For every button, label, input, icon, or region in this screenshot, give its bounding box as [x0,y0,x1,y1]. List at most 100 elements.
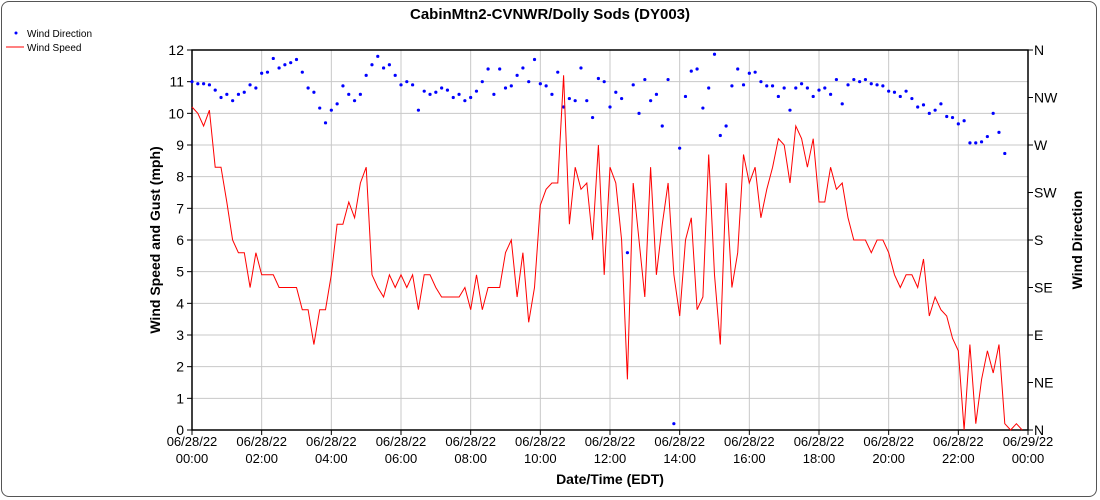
y2-tick-label: NE [1034,375,1053,391]
wind-direction-point [265,70,270,74]
wind-direction-point [451,95,455,100]
y2-tick-label: SW [1034,185,1057,201]
wind-direction-point [283,63,287,67]
wind-direction-point [759,80,763,84]
wind-direction-point [202,82,206,86]
y-axis-label: Wind Speed and Gust (mph) [147,146,163,333]
x-tick-label-time: 04:00 [315,451,348,466]
wind-direction-point [457,92,461,96]
wind-direction-point [329,108,333,112]
wind-direction-point [921,103,926,107]
x-tick-label-time: 12:00 [594,451,627,466]
y2-tick-label: N [1034,42,1044,58]
wind-direction-point [474,89,479,93]
wind-direction-point [753,70,757,74]
x-tick-label-date: 06/28/22 [724,434,775,449]
wind-direction-point [805,86,809,90]
wind-direction-point [631,83,635,87]
wind-direction-point [689,69,693,73]
wind-direction-point [260,71,264,75]
wind-direction-point [300,70,304,74]
x-axis-label: Date/Time (EDT) [556,471,664,487]
wind-direction-point [747,71,751,75]
wind-direction-point [416,108,421,112]
wind-direction-point [294,57,299,62]
wind-direction-point [799,82,804,86]
wind-direction-point [811,94,815,99]
wind-direction-point [527,80,531,84]
wind-direction-point [887,89,891,93]
y-tick-label: 6 [176,232,184,248]
wind-direction-point [521,66,525,70]
x-tick-label-date: 06/28/22 [794,434,845,449]
x-tick-label-date: 06/28/22 [933,434,984,449]
wind-direction-point [683,94,688,99]
wind-direction-point [341,84,345,88]
wind-direction-point [782,86,786,90]
wind-direction-point [579,66,583,70]
wind-direction-point [445,88,450,92]
wind-direction-point [573,99,577,103]
y-tick-label: 8 [176,169,184,185]
wind-direction-point [602,80,606,84]
wind-direction-point [422,89,426,93]
legend-speed-label: Wind Speed [27,43,81,54]
y2-axis-label: Wind Direction [1069,191,1085,290]
wind-direction-point [567,96,571,101]
wind-direction-point [405,80,409,84]
wind-direction-point [544,84,548,88]
wind-direction-point [701,106,705,110]
wind-direction-point [974,141,978,145]
wind-direction-point [190,80,194,84]
wind-direction-point [248,83,252,87]
wind-direction-point [950,115,955,120]
wind-direction-point [649,99,653,103]
y-tick-label: 5 [176,264,184,280]
wind-direction-point [376,54,380,58]
y2-tick-label: W [1034,137,1048,153]
wind-direction-point [352,99,357,103]
wind-direction-point [585,99,589,103]
wind-direction-point [718,133,722,138]
wind-direction-point [869,82,873,86]
x-tick-label-date: 06/28/22 [376,434,427,449]
wind-direction-point [207,83,212,87]
wind-direction-point [968,141,972,145]
wind-direction-point [979,140,984,144]
wind-direction-point [335,102,339,106]
wind-direction-point [469,95,473,100]
wind-direction-point [393,73,397,77]
wind-direction-point [985,134,989,139]
axes: 0123456789101112NNEESESSWWNWN06/28/2200:… [167,42,1058,466]
x-tick-label-time: 02:00 [245,451,278,466]
x-tick-label-date: 06/28/22 [654,434,705,449]
wind-direction-point [788,108,792,112]
wind-direction-point [196,82,200,86]
wind-direction-point [776,94,780,99]
wind-direction-point [892,90,897,94]
wind-direction-point [834,77,839,82]
wind-direction-point [956,122,960,126]
x-tick-label-time: 10:00 [524,451,557,466]
wind-direction-point [939,102,943,106]
y-tick-label: 12 [168,42,184,58]
wind-direction-point [213,88,217,92]
x-tick-label-time: 00:00 [1012,451,1045,466]
x-tick-label-date: 06/28/22 [585,434,636,449]
y-tick-label: 0 [176,422,184,438]
y2-tick-label: NW [1034,90,1058,106]
wind-direction-point [550,92,554,96]
wind-direction-point [503,86,508,90]
wind-direction-point [399,83,403,87]
legend-direction-label: Wind Direction [27,29,92,40]
y2-tick-label: S [1034,232,1043,248]
wind-direction-point [858,80,862,84]
wind-direction-point [846,83,850,87]
wind-direction-point [666,77,670,82]
wind-direction-point [370,63,374,67]
wind-direction-point [927,111,931,115]
wind-direction-point [910,96,914,101]
wind-direction-point [254,86,258,90]
x-tick-label-date: 06/28/22 [863,434,914,449]
